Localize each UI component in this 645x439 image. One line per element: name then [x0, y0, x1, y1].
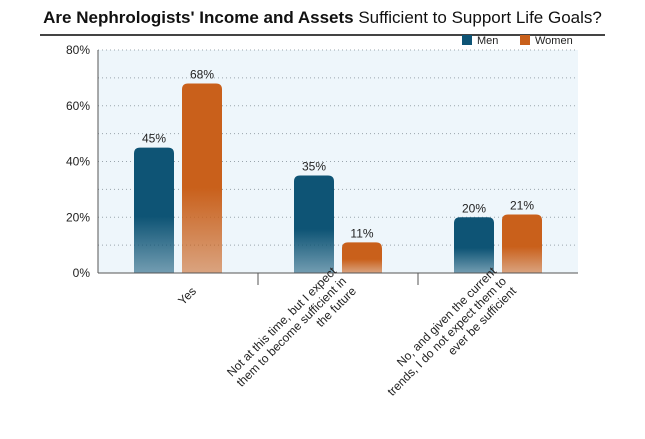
legend: Men Women [462, 35, 573, 47]
x-category-label: Not at this time, but I expectthem to be… [224, 264, 360, 400]
data-label: 11% [350, 226, 373, 240]
data-label: 68% [190, 67, 214, 81]
data-label: 21% [510, 198, 534, 212]
x-category-label: Yes [175, 284, 199, 308]
legend-label: Men [477, 35, 498, 47]
y-tick-label: 60% [66, 99, 90, 113]
bar-men-2 [454, 217, 494, 273]
bars: 45% 68% 35% 11% 20% 21% [134, 67, 542, 273]
bar-women-2 [502, 214, 542, 273]
data-label: 20% [462, 201, 486, 215]
bar-men-0 [134, 147, 174, 273]
data-label: 35% [302, 159, 326, 173]
legend-swatch-men [462, 35, 472, 45]
chart-title: Are Nephrologists' Income and Assets Suf… [0, 8, 645, 28]
bar-women-0 [182, 83, 222, 273]
y-tick-label: 0% [73, 266, 91, 280]
chart-title-rest: Sufficient to Support Life Goals? [358, 8, 602, 27]
bar-women-1 [342, 242, 382, 273]
x-axis: Yes Not at this time, but I expectthem to… [98, 264, 578, 409]
data-label: 45% [142, 132, 166, 146]
y-axis: 0% 20% 40% 60% 80% [66, 43, 99, 280]
bar-men-1 [294, 175, 334, 273]
chart-title-bold: Are Nephrologists' Income and Assets [43, 8, 354, 27]
x-category-label: No, and given the currenttrends, I do no… [375, 264, 520, 409]
y-tick-label: 80% [66, 43, 90, 57]
title-underline [40, 34, 605, 36]
legend-swatch-women [520, 35, 530, 45]
gridlines [98, 49, 578, 246]
legend-label: Women [535, 35, 573, 47]
y-tick-label: 40% [66, 155, 90, 169]
y-tick-label: 20% [66, 210, 90, 224]
